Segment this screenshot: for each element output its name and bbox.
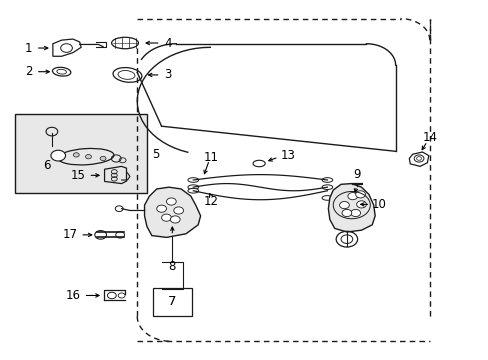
Circle shape <box>95 230 106 239</box>
Polygon shape <box>144 187 200 237</box>
Circle shape <box>161 214 171 221</box>
Ellipse shape <box>322 185 332 189</box>
Circle shape <box>51 150 65 161</box>
Ellipse shape <box>187 178 198 182</box>
Circle shape <box>350 210 360 217</box>
Text: 2: 2 <box>25 65 32 78</box>
Text: 8: 8 <box>168 260 176 273</box>
Circle shape <box>116 231 124 238</box>
Circle shape <box>347 193 357 200</box>
Ellipse shape <box>322 195 332 200</box>
Text: 12: 12 <box>203 195 219 208</box>
Text: 3: 3 <box>163 68 171 81</box>
Circle shape <box>73 153 79 157</box>
Text: 15: 15 <box>71 169 86 182</box>
Polygon shape <box>328 184 374 232</box>
Text: 16: 16 <box>66 289 81 302</box>
Text: 9: 9 <box>352 168 360 181</box>
Circle shape <box>100 156 106 161</box>
Circle shape <box>157 205 166 212</box>
Ellipse shape <box>187 188 198 193</box>
Circle shape <box>166 198 176 205</box>
Circle shape <box>85 154 91 159</box>
Circle shape <box>341 210 351 217</box>
Text: 13: 13 <box>281 149 295 162</box>
Circle shape <box>339 202 348 209</box>
Text: 11: 11 <box>203 151 219 164</box>
Circle shape <box>170 216 180 223</box>
Ellipse shape <box>252 160 264 167</box>
Text: 10: 10 <box>370 198 386 211</box>
Text: 6: 6 <box>43 159 51 172</box>
Text: 5: 5 <box>152 148 159 161</box>
Text: 4: 4 <box>163 36 171 50</box>
Circle shape <box>61 44 72 52</box>
Text: 17: 17 <box>62 228 78 241</box>
Text: 1: 1 <box>25 41 32 54</box>
Ellipse shape <box>187 185 198 189</box>
Text: 7: 7 <box>168 296 176 309</box>
Circle shape <box>356 201 366 208</box>
Text: 14: 14 <box>422 131 436 144</box>
Circle shape <box>173 207 183 214</box>
FancyBboxPatch shape <box>15 114 147 193</box>
Ellipse shape <box>322 178 332 182</box>
Circle shape <box>355 191 365 198</box>
